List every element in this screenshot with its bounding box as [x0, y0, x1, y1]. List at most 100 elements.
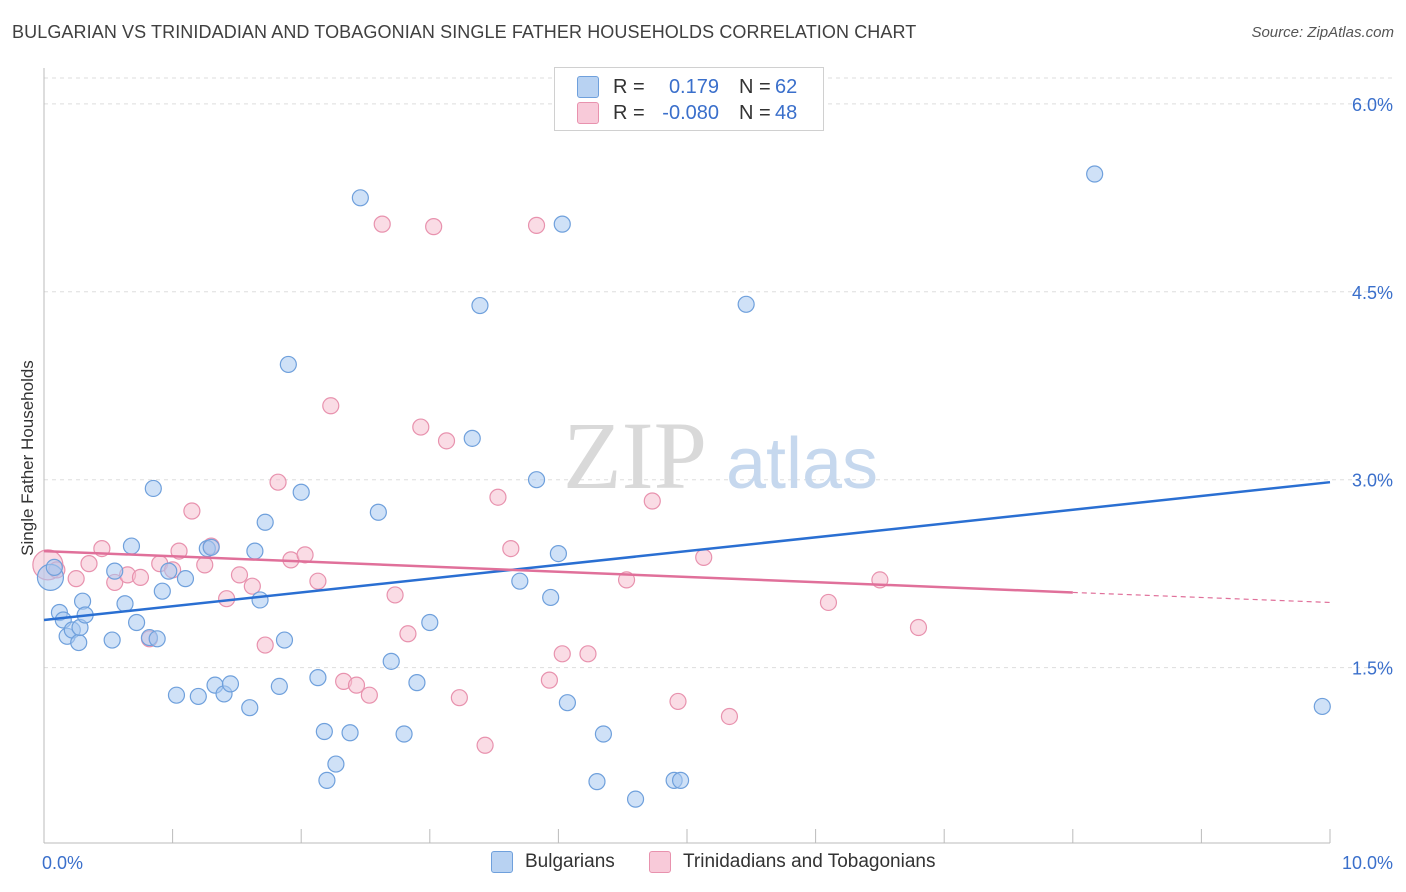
legend-item-trinidadians[interactable]: Trinidadians and Tobagonians	[649, 851, 935, 873]
data-point-bulgarian	[246, 542, 264, 560]
legend-r-value: 0.179	[668, 75, 719, 98]
legend-item-bulgarians[interactable]: Bulgarians	[491, 851, 615, 873]
data-point-bulgarian	[176, 570, 195, 588]
y-tick-label: 1.5%	[1352, 659, 1393, 679]
data-point-bulgarian	[144, 479, 162, 498]
data-point-trinidadian	[669, 692, 687, 711]
data-point-bulgarian	[626, 790, 645, 808]
data-point-trinidadian	[386, 586, 404, 604]
data-point-trinidadian	[131, 568, 150, 587]
chart-title: BULGARIAN VS TRINIDADIAN AND TOBAGONIAN …	[12, 22, 917, 42]
data-point-trinidadian	[196, 556, 214, 574]
data-point-bulgarian	[351, 189, 369, 207]
y-tick-label: 4.5%	[1352, 283, 1393, 303]
data-point-trinidadian	[296, 546, 314, 564]
x-tick-label: 10.0%	[1342, 853, 1393, 873]
data-point-bulgarian	[369, 503, 387, 521]
data-point-bulgarian	[549, 545, 568, 563]
data-point-trinidadian	[183, 502, 201, 520]
data-point-trinidadian	[720, 707, 739, 726]
data-point-bulgarian	[558, 694, 577, 712]
data-point-bulgarian	[45, 558, 63, 576]
data-point-bulgarian	[309, 669, 327, 687]
legend-r-label: R =	[613, 101, 645, 124]
data-point-bulgarian	[241, 699, 259, 717]
data-point-trinidadian	[399, 625, 417, 643]
data-point-bulgarian	[341, 724, 359, 742]
data-point-bulgarian	[318, 771, 336, 789]
legend-n-value: 62	[775, 75, 798, 98]
watermark-atlas: atlas	[726, 424, 878, 504]
data-point-trinidadian	[579, 645, 597, 663]
data-point-bulgarian	[542, 588, 560, 607]
y-axis-label: Single Father Households	[18, 360, 37, 556]
tick-labels: 1.5% 3.0% 4.5% 6.0% 0.0% 10.0%	[42, 95, 1393, 873]
legend-row-trinidadians: R = -0.080 N = 48	[577, 101, 797, 125]
data-point-trinidadian	[322, 397, 340, 415]
correlation-legend: R = 0.179 N = 62 R = -0.080 N = 48	[554, 67, 824, 131]
data-point-bulgarian	[270, 677, 288, 696]
watermark-zip: ZIP	[563, 402, 707, 509]
trend-line-trinidadians	[43, 549, 1073, 594]
data-point-trinidadian	[269, 473, 287, 491]
data-point-trinidadian	[437, 432, 456, 450]
data-point-bulgarian	[275, 631, 294, 649]
trend-line-bulgarians	[43, 480, 1331, 622]
data-point-trinidadian	[540, 671, 558, 689]
data-point-bulgarian	[527, 471, 546, 489]
legend-n-label: N =	[739, 75, 771, 98]
trend-lines	[43, 480, 1331, 622]
data-point-bulgarian	[395, 725, 413, 743]
data-point-trinidadian	[819, 593, 838, 612]
legend-swatch-blue	[577, 76, 599, 98]
data-point-trinidadian	[425, 218, 443, 236]
legend-swatch-pink	[649, 851, 671, 873]
data-point-trinidadian	[489, 488, 507, 506]
series-legend: Bulgarians Trinidadians and Tobagonians	[0, 851, 1406, 879]
legend-swatch-pink	[577, 102, 599, 124]
data-point-trinidadian	[360, 686, 378, 704]
data-point-trinidadian	[67, 570, 85, 588]
y-tick-label: 3.0%	[1352, 471, 1393, 491]
watermark: ZIP atlas	[563, 402, 878, 509]
legend-label-bulgarians: Bulgarians	[525, 851, 615, 872]
data-point-trinidadian	[373, 215, 391, 233]
data-point-trinidadian	[230, 566, 249, 584]
source-label: Source: ZipAtlas.com	[1251, 24, 1394, 41]
data-point-trinidadian	[450, 689, 468, 707]
data-point-bulgarian	[153, 582, 171, 600]
data-point-bulgarian	[221, 675, 240, 693]
data-point-bulgarian	[103, 631, 121, 649]
data-point-bulgarian	[189, 687, 207, 706]
series-bulgarian-points	[36, 165, 1331, 808]
trend-line-trinidadians-extension	[1072, 591, 1331, 604]
data-point-bulgarian	[553, 215, 571, 233]
data-point-bulgarian	[327, 755, 345, 773]
data-point-bulgarian	[594, 725, 613, 743]
data-point-bulgarian	[251, 591, 269, 609]
legend-n-value: 48	[775, 101, 798, 124]
legend-n-label: N =	[739, 101, 771, 124]
data-point-bulgarian	[408, 674, 426, 692]
data-point-trinidadian	[643, 492, 661, 510]
data-point-bulgarian	[127, 613, 146, 632]
data-point-bulgarian	[279, 355, 297, 374]
legend-swatch-blue	[491, 851, 513, 873]
data-point-bulgarian	[292, 483, 310, 501]
data-point-bulgarian	[160, 562, 178, 580]
data-point-bulgarian	[202, 538, 220, 556]
data-point-bulgarian	[421, 613, 439, 632]
data-point-trinidadian	[553, 645, 571, 663]
data-point-bulgarian	[1313, 697, 1331, 716]
data-point-trinidadian	[527, 216, 546, 234]
data-point-trinidadian	[170, 542, 188, 560]
legend-label-trinidadians: Trinidadians and Tobagonians	[683, 851, 936, 872]
data-point-bulgarian	[1086, 165, 1104, 183]
legend-row-bulgarians: R = 0.179 N = 62	[577, 75, 797, 99]
y-tick-label: 6.0%	[1352, 95, 1393, 115]
data-point-bulgarian	[671, 771, 690, 789]
data-point-trinidadian	[309, 572, 327, 590]
legend-r-label: R =	[613, 75, 645, 98]
data-point-bulgarian	[148, 630, 166, 648]
